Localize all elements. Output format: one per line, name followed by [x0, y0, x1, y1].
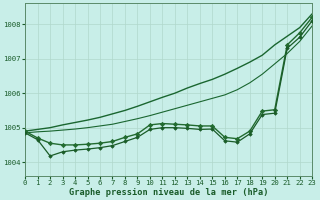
X-axis label: Graphe pression niveau de la mer (hPa): Graphe pression niveau de la mer (hPa)	[69, 188, 268, 197]
